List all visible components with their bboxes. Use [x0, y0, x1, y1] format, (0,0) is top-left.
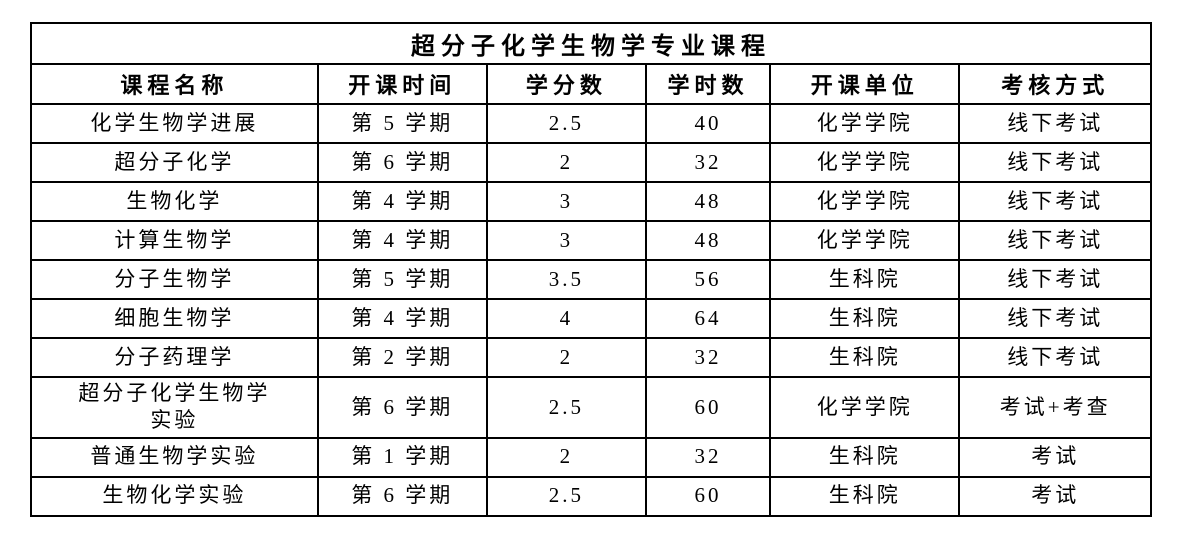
table-cell: 48: [644, 220, 772, 261]
table-cell: 化学生物学进展: [30, 103, 319, 144]
table-cell: 第 5 学期: [316, 259, 488, 300]
table-cell: 生科院: [769, 475, 961, 517]
table-cell: 线下考试: [958, 220, 1152, 261]
table-cell: 第 5 学期: [316, 103, 488, 144]
table-cell: 56: [644, 259, 772, 300]
table-row: 计算生物学第 4 学期 3 48 化学学院 线下考试: [30, 220, 1152, 261]
table-cell: 化学学院: [769, 376, 961, 439]
table-cell: 第 6 学期: [316, 142, 488, 183]
table-cell: 第 1 学期: [316, 436, 488, 478]
table-cell: 2.5: [485, 103, 647, 144]
table-cell: 4: [485, 298, 647, 339]
table-cell: 第 4 学期: [316, 181, 488, 222]
column-header: 课程名称: [30, 63, 319, 105]
column-header: 考核方式: [958, 63, 1152, 105]
table-cell: 3: [485, 220, 647, 261]
table-cell: 化学学院: [769, 220, 961, 261]
table-cell: 第 4 学期: [316, 298, 488, 339]
table-cell: 化学学院: [769, 103, 961, 144]
table-row: 化学生物学进展第 5 学期 2.5 40 化学学院 线下考试: [30, 103, 1152, 144]
table-cell: 40: [644, 103, 772, 144]
table-cell: 分子生物学: [30, 259, 319, 300]
table-cell: 生科院: [769, 259, 961, 300]
table-cell: 线下考试: [958, 259, 1152, 300]
table-cell: 超分子化学生物学 实验: [30, 376, 319, 439]
table-cell: 线下考试: [958, 181, 1152, 222]
table-cell: 32: [644, 337, 772, 378]
table-cell: 生物化学实验: [30, 475, 319, 517]
table-cell: 第 2 学期: [316, 337, 488, 378]
table-cell: 32: [644, 436, 772, 478]
table-cell: 线下考试: [958, 103, 1152, 144]
table-cell: 第 6 学期: [316, 475, 488, 517]
table-row: 生物化学第 4 学期 3 48 化学学院 线下考试: [30, 181, 1152, 222]
table-cell: 2.5: [485, 376, 647, 439]
column-header: 开课单位: [769, 63, 961, 105]
table-body: 化学生物学进展第 5 学期 2.5 40 化学学院 线下考试 超分子化学第 6 学期 2 32…: [30, 103, 1152, 517]
table-cell: 超分子化学: [30, 142, 319, 183]
table-cell: 48: [644, 181, 772, 222]
table-cell: 考试+考查: [958, 376, 1152, 439]
table-cell: 3: [485, 181, 647, 222]
column-header: 学分数: [485, 63, 647, 105]
table-cell: 第 4 学期: [316, 220, 488, 261]
table-cell: 线下考试: [958, 337, 1152, 378]
table-row: 超分子化学生物学 实验第 6 学期 2.5 60 化学学院 考试+考查: [30, 376, 1152, 439]
table-row: 生物化学实验第 6 学期 2.5 60 生科院 考试: [30, 475, 1152, 517]
course-table-container: 超分子化学生物学专业课程 课程名称 开课时间 学分数 学时数 开课单位 考核方式 化学生物…: [30, 22, 1152, 517]
table-cell: 线下考试: [958, 298, 1152, 339]
table-cell: 生科院: [769, 337, 961, 378]
table-cell: 考试: [958, 436, 1152, 478]
table-cell: 计算生物学: [30, 220, 319, 261]
table-cell: 细胞生物学: [30, 298, 319, 339]
table-cell: 2: [485, 337, 647, 378]
table-cell: 2.5: [485, 475, 647, 517]
column-header: 学时数: [644, 63, 772, 105]
course-table: 超分子化学生物学专业课程 课程名称 开课时间 学分数 学时数 开课单位 考核方式 化学生物…: [30, 22, 1152, 517]
table-row: 超分子化学第 6 学期 2 32 化学学院 线下考试: [30, 142, 1152, 183]
table-row: 普通生物学实验第 1 学期 2 32 生科院 考试: [30, 436, 1152, 478]
table-cell: 2: [485, 142, 647, 183]
table-cell: 60: [644, 376, 772, 439]
table-row: 细胞生物学第 4 学期 4 64 生科院 线下考试: [30, 298, 1152, 339]
table-cell: 生物化学: [30, 181, 319, 222]
table-cell: 32: [644, 142, 772, 183]
header-row: 课程名称 开课时间 学分数 学时数 开课单位 考核方式: [30, 63, 1152, 105]
column-header: 开课时间: [316, 63, 488, 105]
table-cell: 60: [644, 475, 772, 517]
table-row: 分子药理学第 2 学期 2 32 生科院 线下考试: [30, 337, 1152, 378]
table-cell: 生科院: [769, 436, 961, 478]
table-cell: 分子药理学: [30, 337, 319, 378]
table-cell: 化学学院: [769, 181, 961, 222]
table-row: 分子生物学第 5 学期 3.5 56 生科院 线下考试: [30, 259, 1152, 300]
title-row: 超分子化学生物学专业课程: [30, 22, 1152, 65]
table-cell: 线下考试: [958, 142, 1152, 183]
table-cell: 第 6 学期: [316, 376, 488, 439]
table-cell: 考试: [958, 475, 1152, 517]
table-title: 超分子化学生物学专业课程: [30, 22, 1152, 65]
table-cell: 化学学院: [769, 142, 961, 183]
table-cell: 64: [644, 298, 772, 339]
table-cell: 2: [485, 436, 647, 478]
table-cell: 普通生物学实验: [30, 436, 319, 478]
table-cell: 生科院: [769, 298, 961, 339]
table-cell: 3.5: [485, 259, 647, 300]
